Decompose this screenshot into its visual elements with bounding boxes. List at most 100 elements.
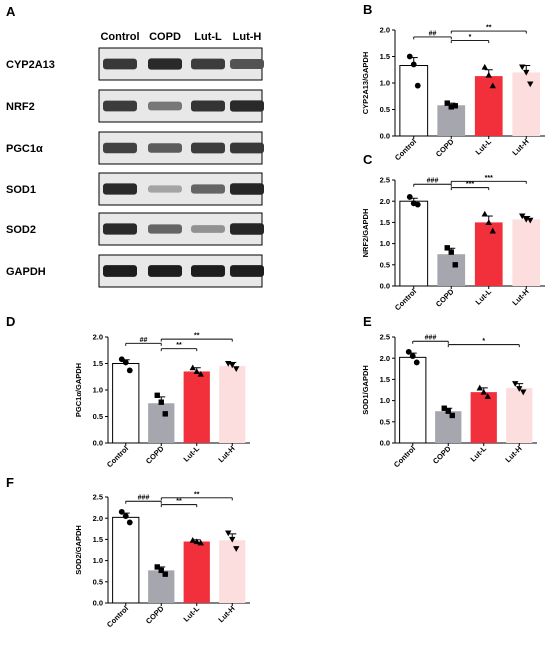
data-point (527, 217, 534, 224)
data-point (448, 104, 454, 110)
significance-label: ### (138, 495, 150, 502)
y-tick-label: 2.0 (93, 333, 103, 342)
y-tick-label: 0.0 (380, 282, 390, 291)
x-tick-label: Lut-H (216, 444, 236, 464)
data-point (225, 530, 232, 537)
bar (399, 65, 429, 137)
bar (474, 76, 503, 136)
data-point (406, 194, 413, 200)
data-point (410, 61, 417, 68)
y-tick-label: 0.5 (380, 260, 390, 269)
blot-band (230, 183, 264, 195)
x-tick-label: Lut-L (474, 137, 494, 157)
x-tick-label: Lut-L (474, 287, 494, 307)
bar (399, 356, 427, 444)
data-point (481, 63, 488, 70)
blot-group-label: Control (100, 31, 139, 43)
y-tick-label: 1.0 (93, 386, 103, 395)
significance-label: ** (194, 333, 200, 340)
data-point (519, 64, 526, 71)
y-tick-label: 1.5 (380, 218, 390, 227)
y-tick-label: 1.0 (380, 239, 390, 248)
bar (512, 72, 541, 136)
bar (148, 403, 175, 443)
bar (399, 200, 429, 287)
significance-label: * (469, 34, 472, 41)
data-point (225, 360, 232, 367)
blot-band (191, 184, 225, 194)
significance-label: *** (466, 181, 474, 188)
data-point (193, 368, 200, 375)
x-tick-label: Lut-L (469, 444, 489, 464)
y-tick-label: 2.0 (380, 197, 390, 206)
blot-band (191, 58, 225, 70)
blot-band (191, 142, 225, 154)
x-tick-label: COPD (431, 444, 453, 466)
blot-band (103, 100, 137, 112)
bar (183, 541, 210, 603)
data-point (189, 537, 196, 543)
data-point (193, 538, 200, 545)
bar (183, 371, 210, 443)
data-point (452, 262, 458, 268)
y-tick-label: 0.5 (380, 417, 390, 426)
significance-label: ### (427, 178, 439, 185)
bar (437, 254, 466, 286)
blot-band (148, 101, 182, 111)
data-point (480, 388, 487, 395)
significance-label: *** (485, 175, 493, 182)
panel-letter-d: D (6, 314, 15, 329)
data-point (441, 405, 447, 411)
chart-panel-d: D 0.0 0.5 1.0 1.5 2.0 PGC1α/GAPDH Control COPD Lu… (6, 314, 250, 469)
blot-group-label: COPD (149, 31, 181, 43)
blot-band (230, 142, 264, 154)
y-tick-label: 0.5 (93, 412, 103, 421)
y-tick-label: 1.0 (380, 79, 390, 88)
y-tick-label: 1.5 (93, 535, 103, 544)
data-point (481, 210, 488, 217)
data-point (126, 367, 133, 374)
bar (512, 219, 541, 286)
data-point (122, 513, 129, 519)
x-tick-label: Lut-H (216, 604, 236, 624)
blot-band (148, 185, 182, 193)
bar (435, 411, 462, 443)
significance-label: ## (140, 337, 148, 344)
data-point (444, 100, 450, 106)
data-point (449, 412, 455, 419)
chart-panel-e: E 0.0 0.5 1.0 1.5 2.0 2.5 SOD1/GAPDH Control COPD… (361, 314, 537, 469)
x-tick-label: Control (393, 137, 418, 162)
data-point (476, 384, 483, 391)
y-tick-label: 0.0 (380, 439, 390, 448)
data-point (189, 364, 196, 371)
data-point (154, 392, 160, 398)
x-tick-label: Control (392, 444, 417, 469)
y-tick-label: 2.5 (93, 493, 103, 502)
data-point (489, 227, 496, 234)
blot-band (148, 58, 182, 70)
bar (470, 392, 497, 443)
blot-band (191, 265, 225, 277)
y-axis-label: SOD2/GAPDH (74, 525, 83, 575)
data-point (413, 359, 420, 366)
data-point (527, 81, 534, 88)
x-tick-label: Control (393, 287, 418, 312)
y-tick-label: 2.5 (380, 176, 390, 185)
data-point (162, 571, 168, 577)
blot-group-label: Lut-L (194, 31, 222, 43)
blot-group-label: Lut-H (233, 31, 262, 43)
data-point (406, 53, 413, 60)
blot-band (103, 265, 137, 277)
y-axis-label: NRF2/GAPDH (361, 209, 370, 258)
y-tick-label: 0.5 (380, 105, 390, 114)
data-point (448, 249, 454, 255)
blot-band (230, 59, 264, 69)
y-axis-label: SOD1/GAPDH (361, 365, 370, 415)
significance-label: ## (429, 30, 437, 37)
blot-protein-label: SOD1 (6, 184, 36, 196)
data-point (485, 219, 492, 225)
data-point (520, 389, 527, 396)
data-point (512, 381, 519, 387)
x-tick-label: Lut-H (510, 137, 530, 157)
